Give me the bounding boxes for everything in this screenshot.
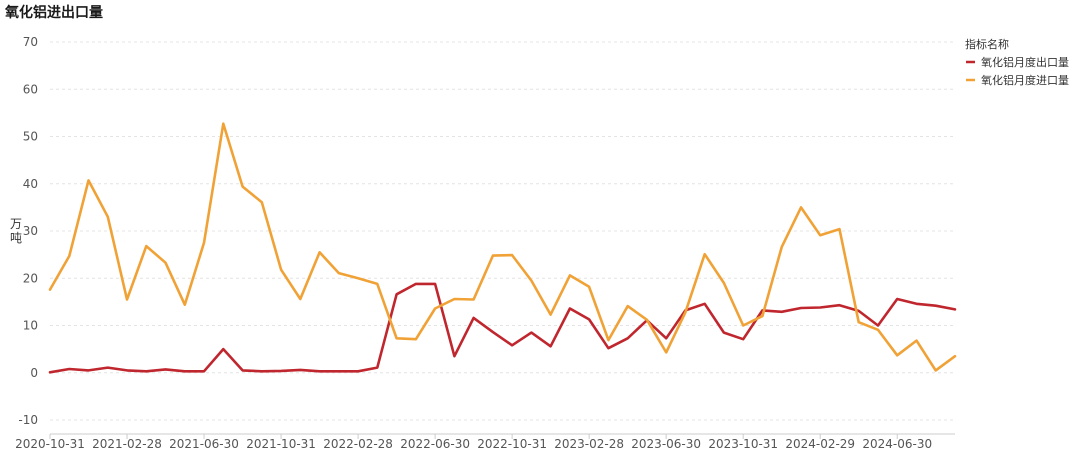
x-tick-label: 2022-10-31 bbox=[477, 437, 547, 451]
x-tick-label: 2022-02-28 bbox=[323, 437, 393, 451]
legend-item-label: 氧化铝月度进口量 bbox=[981, 73, 1069, 87]
x-tick-label: 2021-02-28 bbox=[92, 437, 162, 451]
series-line bbox=[48, 282, 957, 374]
legend-item-label: 氧化铝月度出口量 bbox=[981, 55, 1069, 69]
x-tick-label: 2024-06-30 bbox=[862, 437, 932, 451]
chart-title: 氧化铝进出口量 bbox=[5, 5, 103, 21]
x-axis: 2020-10-31 2021-02-28 2021-06-30 2021-10-31… bbox=[15, 433, 955, 451]
legend-title: 指标名称 bbox=[965, 37, 1009, 51]
x-tick-label: 2020-10-31 bbox=[15, 437, 85, 451]
x-tick-label: 2023-06-30 bbox=[631, 437, 701, 451]
y-tick-label: 10 bbox=[23, 319, 38, 333]
y-axis: -10 0 10 20 30 40 50 60 70 bbox=[18, 35, 38, 427]
x-tick-label: 2021-10-31 bbox=[246, 437, 316, 451]
y-tick-label: 0 bbox=[30, 366, 38, 380]
x-tick-label: 2021-06-30 bbox=[169, 437, 239, 451]
y-tick-label: 50 bbox=[23, 130, 38, 144]
y-axis-label: 万吨 bbox=[10, 217, 22, 245]
x-tick-label: 2024-02-29 bbox=[785, 437, 855, 451]
y-tick-label: 20 bbox=[23, 271, 38, 285]
series-line bbox=[48, 122, 957, 372]
y-tick-label: 40 bbox=[23, 177, 38, 191]
y-tick-label: 60 bbox=[23, 82, 38, 96]
y-tick-label: 70 bbox=[23, 35, 38, 49]
series-lines bbox=[48, 122, 957, 374]
x-tick-label: 2023-02-28 bbox=[554, 437, 624, 451]
y-tick-label: -10 bbox=[18, 413, 38, 427]
grid-lines bbox=[50, 41, 955, 421]
x-tick-label: 2023-10-31 bbox=[708, 437, 778, 451]
x-tick-label: 2022-06-30 bbox=[400, 437, 470, 451]
y-tick-label: 30 bbox=[23, 224, 38, 238]
